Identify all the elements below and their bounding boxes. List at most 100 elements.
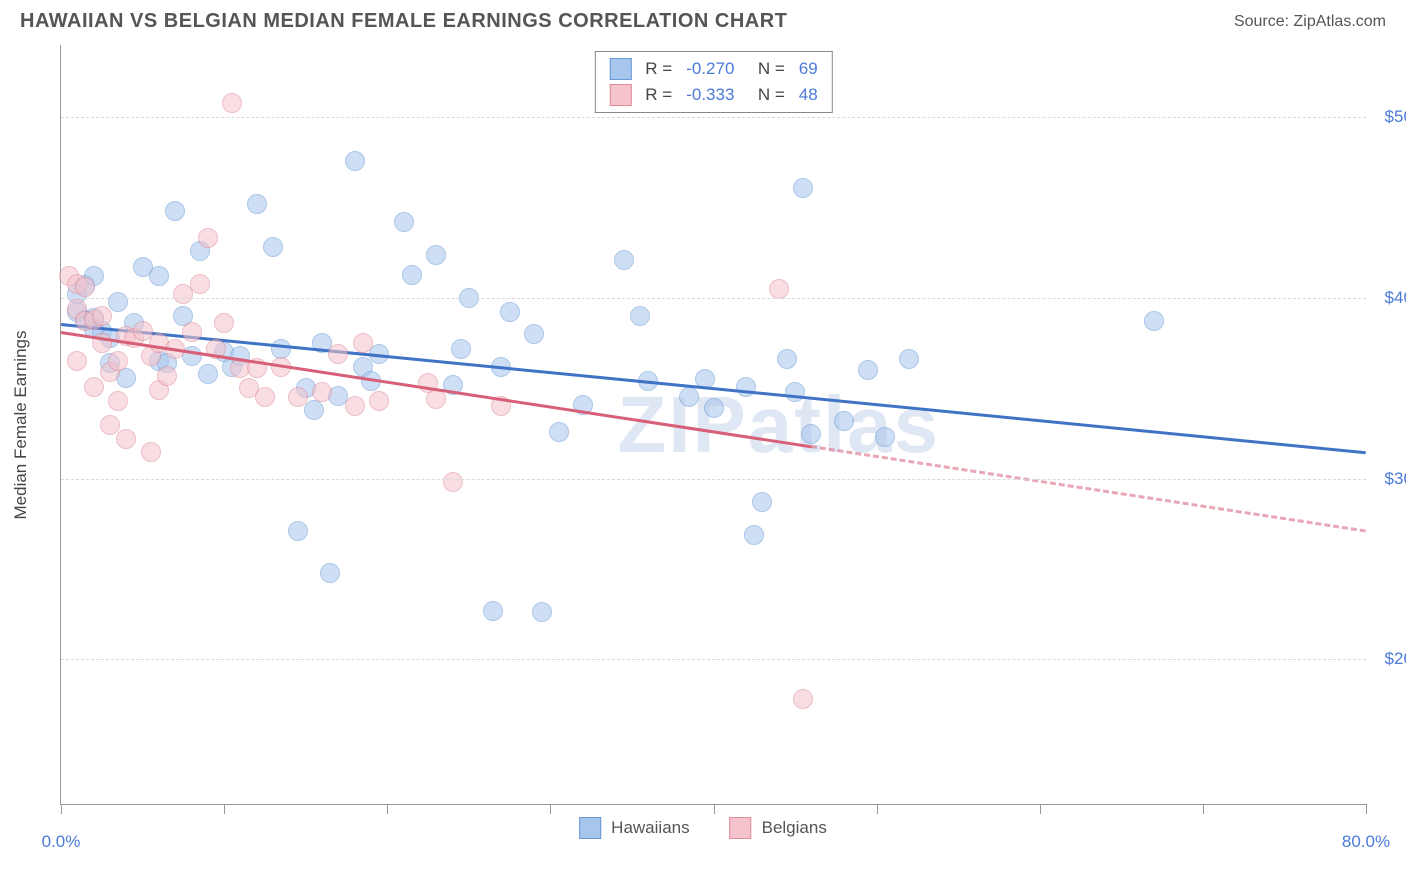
y-axis-title: Median Female Earnings [11, 330, 31, 519]
data-point [834, 411, 854, 431]
data-point [288, 387, 308, 407]
data-point [899, 349, 919, 369]
x-tick [224, 804, 225, 814]
data-point [198, 228, 218, 248]
data-point [875, 427, 895, 447]
data-point [1144, 311, 1164, 331]
data-point [483, 601, 503, 621]
series-label: Hawaiians [611, 818, 689, 838]
data-point [532, 602, 552, 622]
series-legend-item: Belgians [730, 817, 827, 839]
data-point [793, 689, 813, 709]
gridline [61, 298, 1366, 299]
x-tick [1203, 804, 1204, 814]
data-point [108, 292, 128, 312]
data-point [116, 429, 136, 449]
legend-swatch [609, 84, 631, 106]
data-point [328, 344, 348, 364]
data-point [353, 333, 373, 353]
data-point [369, 391, 389, 411]
legend-swatch [730, 817, 752, 839]
x-tick [714, 804, 715, 814]
legend-row: R = -0.270 N = 69 [609, 56, 817, 82]
series-label: Belgians [762, 818, 827, 838]
x-tick [1040, 804, 1041, 814]
data-point [752, 492, 772, 512]
data-point [704, 398, 724, 418]
data-point [108, 351, 128, 371]
data-point [198, 364, 218, 384]
x-tick [877, 804, 878, 814]
data-point [451, 339, 471, 359]
legend-r-value: -0.270 [686, 59, 734, 79]
legend-n-value: 48 [799, 85, 818, 105]
data-point [402, 265, 422, 285]
gridline [61, 479, 1366, 480]
data-point [149, 266, 169, 286]
y-tick-label: $40,000 [1376, 288, 1406, 308]
gridline [61, 659, 1366, 660]
data-point [84, 377, 104, 397]
data-point [320, 563, 340, 583]
series-legend: Hawaiians Belgians [579, 817, 827, 839]
data-point [858, 360, 878, 380]
data-point [630, 306, 650, 326]
data-point [524, 324, 544, 344]
legend-n-label: N = [748, 85, 784, 105]
x-tick [1366, 804, 1367, 814]
data-point [614, 250, 634, 270]
data-point [801, 424, 821, 444]
data-point [271, 339, 291, 359]
data-point [247, 194, 267, 214]
y-tick-label: $50,000 [1376, 107, 1406, 127]
data-point [793, 178, 813, 198]
x-tick [61, 804, 62, 814]
data-point [777, 349, 797, 369]
data-point [100, 415, 120, 435]
data-point [679, 387, 699, 407]
data-point [75, 277, 95, 297]
trend-line [61, 331, 812, 448]
data-point [345, 151, 365, 171]
chart-title: HAWAIIAN VS BELGIAN MEDIAN FEMALE EARNIN… [20, 10, 787, 33]
data-point [426, 245, 446, 265]
data-point [263, 237, 283, 257]
correlation-legend: R = -0.270 N = 69R = -0.333 N = 48 [594, 51, 832, 113]
series-legend-item: Hawaiians [579, 817, 689, 839]
legend-n-value: 69 [799, 59, 818, 79]
data-point [214, 313, 234, 333]
data-point [67, 351, 87, 371]
legend-r-value: -0.333 [686, 85, 734, 105]
legend-n-label: N = [748, 59, 784, 79]
data-point [443, 472, 463, 492]
data-point [312, 382, 332, 402]
data-point [549, 422, 569, 442]
legend-swatch [609, 58, 631, 80]
data-point [165, 201, 185, 221]
data-point [500, 302, 520, 322]
x-tick-label: 0.0% [42, 832, 81, 852]
data-point [222, 93, 242, 113]
data-point [744, 525, 764, 545]
data-point [769, 279, 789, 299]
legend-row: R = -0.333 N = 48 [609, 82, 817, 108]
data-point [190, 274, 210, 294]
legend-r-label: R = [645, 85, 672, 105]
data-point [182, 322, 202, 342]
data-point [785, 382, 805, 402]
chart-header: HAWAIIAN VS BELGIAN MEDIAN FEMALE EARNIN… [0, 0, 1406, 41]
x-tick-label: 80.0% [1342, 832, 1390, 852]
y-tick-label: $30,000 [1376, 469, 1406, 489]
y-tick-label: $20,000 [1376, 649, 1406, 669]
data-point [255, 387, 275, 407]
legend-swatch [579, 817, 601, 839]
trend-line [811, 445, 1366, 532]
chart-area: Median Female Earnings ZIPatlas R = -0.2… [60, 45, 1366, 805]
data-point [394, 212, 414, 232]
plot-area [61, 45, 1366, 804]
x-tick [550, 804, 551, 814]
data-point [345, 396, 365, 416]
data-point [108, 391, 128, 411]
data-point [92, 306, 112, 326]
data-point [157, 366, 177, 386]
